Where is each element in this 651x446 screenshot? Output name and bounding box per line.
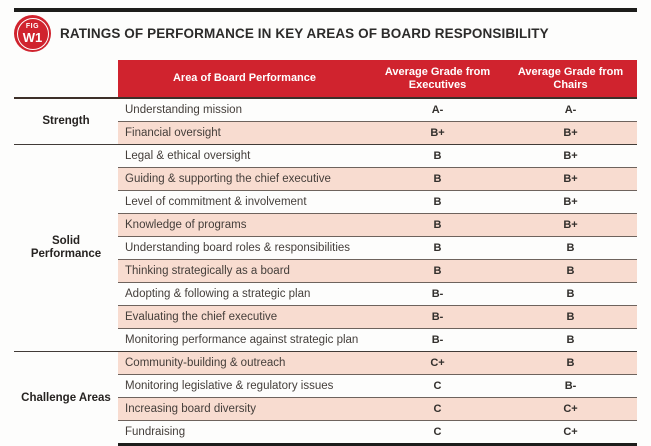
figure-badge: FIG W1 — [14, 15, 51, 52]
executives-grade-cell: B — [371, 167, 504, 191]
executives-grade-cell: B- — [371, 305, 504, 329]
chairs-grade-cell: B — [504, 236, 637, 260]
table-header: Area of Board Performance Average Grade … — [14, 60, 637, 98]
area-cell: Level of commitment & involvement — [118, 190, 371, 214]
chairs-grade-cell: C+ — [504, 420, 637, 446]
table-row: Financial oversight B+ B+ — [14, 121, 637, 145]
header-average-grade-chairs: Average Grade from Chairs — [504, 60, 637, 98]
chairs-grade-cell: B — [504, 282, 637, 306]
executives-grade-cell: B — [371, 213, 504, 237]
area-cell: Monitoring performance against strategic… — [118, 328, 371, 352]
area-cell: Understanding mission — [118, 97, 371, 122]
area-cell: Guiding & supporting the chief executive — [118, 167, 371, 191]
area-cell: Knowledge of programs — [118, 213, 371, 237]
area-cell: Community-building & outreach — [118, 351, 371, 375]
chairs-grade-cell: B- — [504, 374, 637, 398]
executives-grade-cell: B — [371, 259, 504, 283]
executives-grade-cell: C — [371, 374, 504, 398]
area-cell: Adopting & following a strategic plan — [118, 282, 371, 306]
table-row: Thinking strategically as a board B B — [14, 259, 637, 283]
area-cell: Thinking strategically as a board — [118, 259, 371, 283]
area-cell: Understanding board roles & responsibili… — [118, 236, 371, 260]
area-cell: Increasing board diversity — [118, 397, 371, 421]
chairs-grade-cell: A- — [504, 97, 637, 122]
executives-grade-cell: B — [371, 190, 504, 214]
figure-title: RATINGS OF PERFORMANCE IN KEY AREAS OF B… — [60, 26, 549, 41]
table-row: Strength Understanding mission A- A- — [14, 97, 637, 145]
ratings-table: Area of Board Performance Average Grade … — [14, 60, 637, 446]
chairs-grade-cell: B — [504, 351, 637, 375]
top-rule — [14, 8, 637, 12]
table-row: Monitoring legislative & regulatory issu… — [14, 374, 637, 398]
table-row: Monitoring performance against strategic… — [14, 328, 637, 352]
header-category-spacer — [14, 60, 118, 98]
area-cell: Fundraising — [118, 420, 371, 446]
executives-grade-cell: C — [371, 420, 504, 446]
chairs-grade-cell: B+ — [504, 144, 637, 168]
executives-grade-cell: A- — [371, 97, 504, 122]
category-label: Solid Performance — [14, 144, 118, 352]
category-label: Challenge Areas — [14, 351, 118, 445]
table-row: Guiding & supporting the chief executive… — [14, 167, 637, 191]
table-body: Strength Understanding mission A- A- Financi… — [14, 97, 637, 446]
chairs-grade-cell: C+ — [504, 397, 637, 421]
table-row: Knowledge of programs B B+ — [14, 213, 637, 237]
figure-page: FIG W1 RATINGS OF PERFORMANCE IN KEY ARE… — [14, 8, 637, 446]
area-cell: Monitoring legislative & regulatory issu… — [118, 374, 371, 398]
category-label: Strength — [14, 97, 118, 145]
area-cell: Legal & ethical oversight — [118, 144, 371, 168]
executives-grade-cell: C+ — [371, 351, 504, 375]
badge-number-label: W1 — [22, 30, 43, 45]
chairs-grade-cell: B+ — [504, 121, 637, 145]
executives-grade-cell: B+ — [371, 121, 504, 145]
area-cell: Financial oversight — [118, 121, 371, 145]
area-cell: Evaluating the chief executive — [118, 305, 371, 329]
header-area-of-board-performance: Area of Board Performance — [118, 60, 371, 98]
executives-grade-cell: C — [371, 397, 504, 421]
chairs-grade-cell: B — [504, 328, 637, 352]
table-row: Level of commitment & involvement B B+ — [14, 190, 637, 214]
chairs-grade-cell: B+ — [504, 167, 637, 191]
executives-grade-cell: B- — [371, 328, 504, 352]
table-row: Adopting & following a strategic plan B- B — [14, 282, 637, 306]
badge-fig-label: FIG — [25, 23, 40, 30]
chairs-grade-cell: B — [504, 259, 637, 283]
chairs-grade-cell: B+ — [504, 190, 637, 214]
table-row: Solid Performance Legal & ethical oversig… — [14, 144, 637, 352]
chairs-grade-cell: B+ — [504, 213, 637, 237]
table-row: Understanding board roles & responsibili… — [14, 236, 637, 260]
executives-grade-cell: B — [371, 236, 504, 260]
executives-grade-cell: B- — [371, 282, 504, 306]
chairs-grade-cell: B — [504, 305, 637, 329]
table-row: Evaluating the chief executive B- B — [14, 305, 637, 329]
table-row: Challenge Areas Community-building & outr… — [14, 351, 637, 445]
header-average-grade-executives: Average Grade from Executives — [371, 60, 504, 98]
figure-header: FIG W1 RATINGS OF PERFORMANCE IN KEY ARE… — [14, 15, 549, 52]
executives-grade-cell: B — [371, 144, 504, 168]
